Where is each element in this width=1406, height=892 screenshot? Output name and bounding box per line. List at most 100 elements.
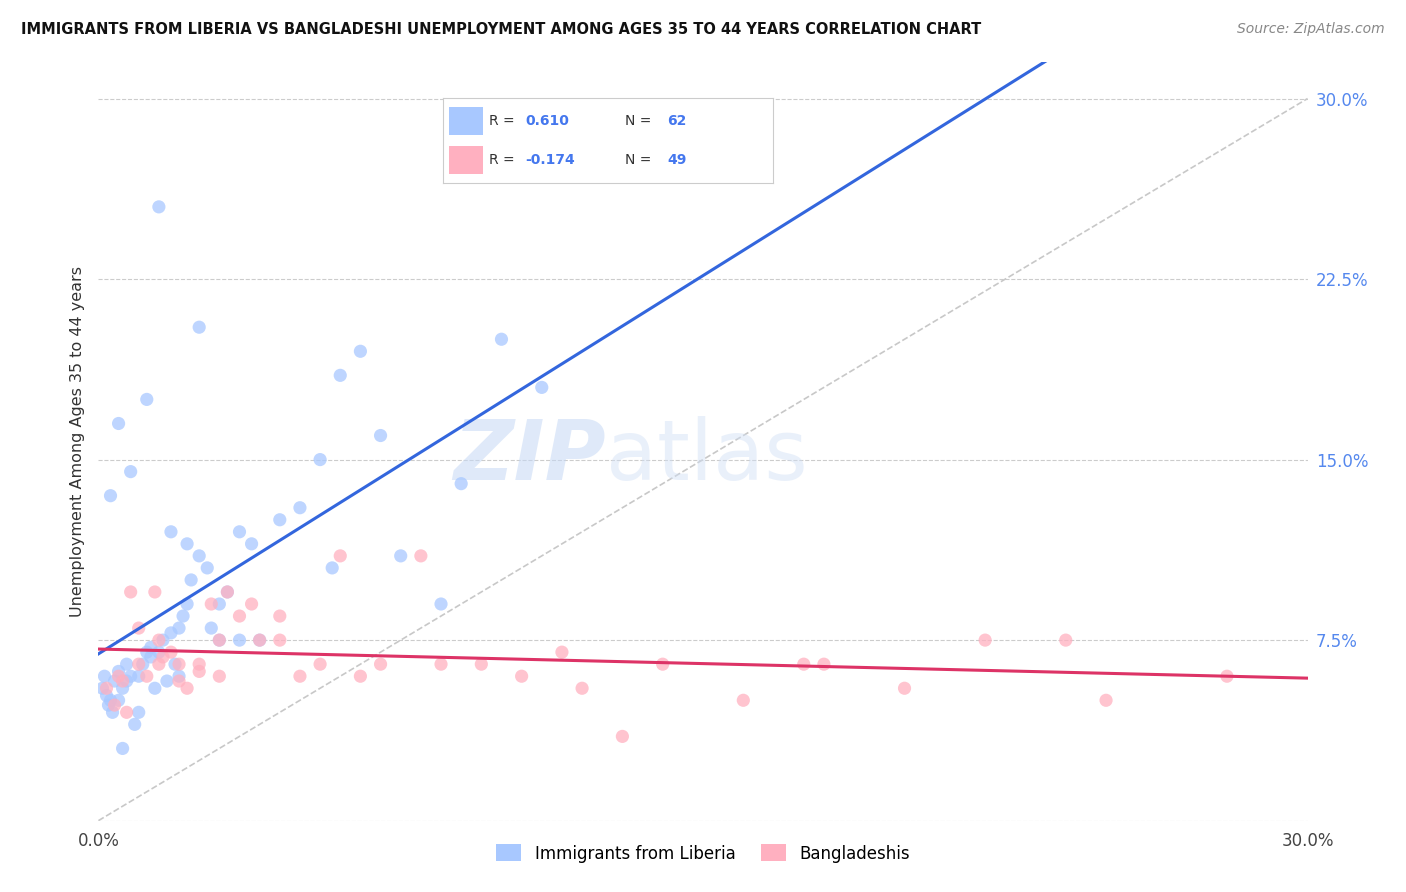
Text: IMMIGRANTS FROM LIBERIA VS BANGLADESHI UNEMPLOYMENT AMONG AGES 35 TO 44 YEARS CO: IMMIGRANTS FROM LIBERIA VS BANGLADESHI U… [21, 22, 981, 37]
Point [208, 597, 231, 611]
Point [269, 633, 291, 648]
Point [450, 476, 472, 491]
Point [148, 633, 170, 648]
Point [240, 597, 263, 611]
Point [288, 669, 311, 683]
Point [152, 650, 174, 665]
Point [321, 561, 343, 575]
Point [139, 640, 162, 655]
Point [733, 693, 755, 707]
Text: 62: 62 [668, 114, 688, 128]
Point [135, 669, 157, 683]
Point [167, 673, 190, 688]
Point [195, 561, 218, 575]
Point [111, 741, 134, 756]
Point [551, 645, 574, 659]
Point [188, 549, 211, 563]
Point [510, 669, 533, 683]
Point [107, 693, 129, 707]
Point [103, 673, 125, 688]
Point [491, 332, 513, 346]
Point [651, 657, 673, 672]
Point [107, 669, 129, 683]
Point [217, 585, 239, 599]
Point [1216, 669, 1239, 683]
Point [217, 585, 239, 599]
Point [97, 698, 120, 712]
Point [288, 500, 311, 515]
Bar [450, 107, 482, 136]
Point [188, 665, 211, 679]
Point [208, 633, 231, 648]
Point [200, 621, 222, 635]
Point [167, 669, 190, 683]
Text: R =: R = [489, 114, 515, 128]
Point [349, 344, 371, 359]
Bar [450, 145, 482, 175]
Point [389, 549, 412, 563]
Point [120, 585, 142, 599]
Point [188, 320, 211, 334]
Point [370, 657, 392, 672]
Point [329, 368, 352, 383]
Point [148, 657, 170, 672]
Point [176, 681, 198, 696]
Point [107, 665, 129, 679]
Point [329, 549, 352, 563]
Point [143, 585, 166, 599]
Point [115, 673, 138, 688]
Point [124, 717, 146, 731]
Text: atlas: atlas [606, 417, 808, 497]
Point [176, 537, 198, 551]
Point [148, 645, 170, 659]
Point [208, 669, 231, 683]
Point [571, 681, 593, 696]
Point [93, 669, 115, 683]
Point [349, 669, 371, 683]
Point [240, 537, 263, 551]
Point [135, 645, 157, 659]
Point [793, 657, 815, 672]
Point [269, 609, 291, 624]
Text: Source: ZipAtlas.com: Source: ZipAtlas.com [1237, 22, 1385, 37]
Point [249, 633, 271, 648]
Point [269, 513, 291, 527]
Legend: Immigrants from Liberia, Bangladeshis: Immigrants from Liberia, Bangladeshis [489, 838, 917, 869]
Point [1095, 693, 1118, 707]
Point [156, 673, 179, 688]
Text: 49: 49 [668, 153, 688, 167]
Text: 0.610: 0.610 [526, 114, 569, 128]
Point [530, 380, 553, 394]
Point [249, 633, 271, 648]
Point [430, 657, 453, 672]
Point [1054, 633, 1077, 648]
Point [200, 597, 222, 611]
Point [96, 681, 118, 696]
Point [309, 657, 332, 672]
Text: R =: R = [489, 153, 515, 167]
Point [176, 597, 198, 611]
Point [135, 392, 157, 407]
Point [120, 669, 142, 683]
Point [143, 681, 166, 696]
Point [228, 633, 250, 648]
Point [120, 465, 142, 479]
Y-axis label: Unemployment Among Ages 35 to 44 years: Unemployment Among Ages 35 to 44 years [69, 266, 84, 617]
Point [100, 489, 122, 503]
Point [172, 609, 194, 624]
Point [111, 681, 134, 696]
Point [115, 706, 138, 720]
Point [180, 573, 202, 587]
Point [128, 669, 150, 683]
Point [813, 657, 835, 672]
Point [152, 633, 174, 648]
Point [115, 657, 138, 672]
Point [167, 621, 190, 635]
Point [103, 698, 125, 712]
Point [160, 645, 183, 659]
Point [430, 597, 453, 611]
Point [208, 633, 231, 648]
Point [470, 657, 492, 672]
Point [96, 689, 118, 703]
Point [893, 681, 915, 696]
